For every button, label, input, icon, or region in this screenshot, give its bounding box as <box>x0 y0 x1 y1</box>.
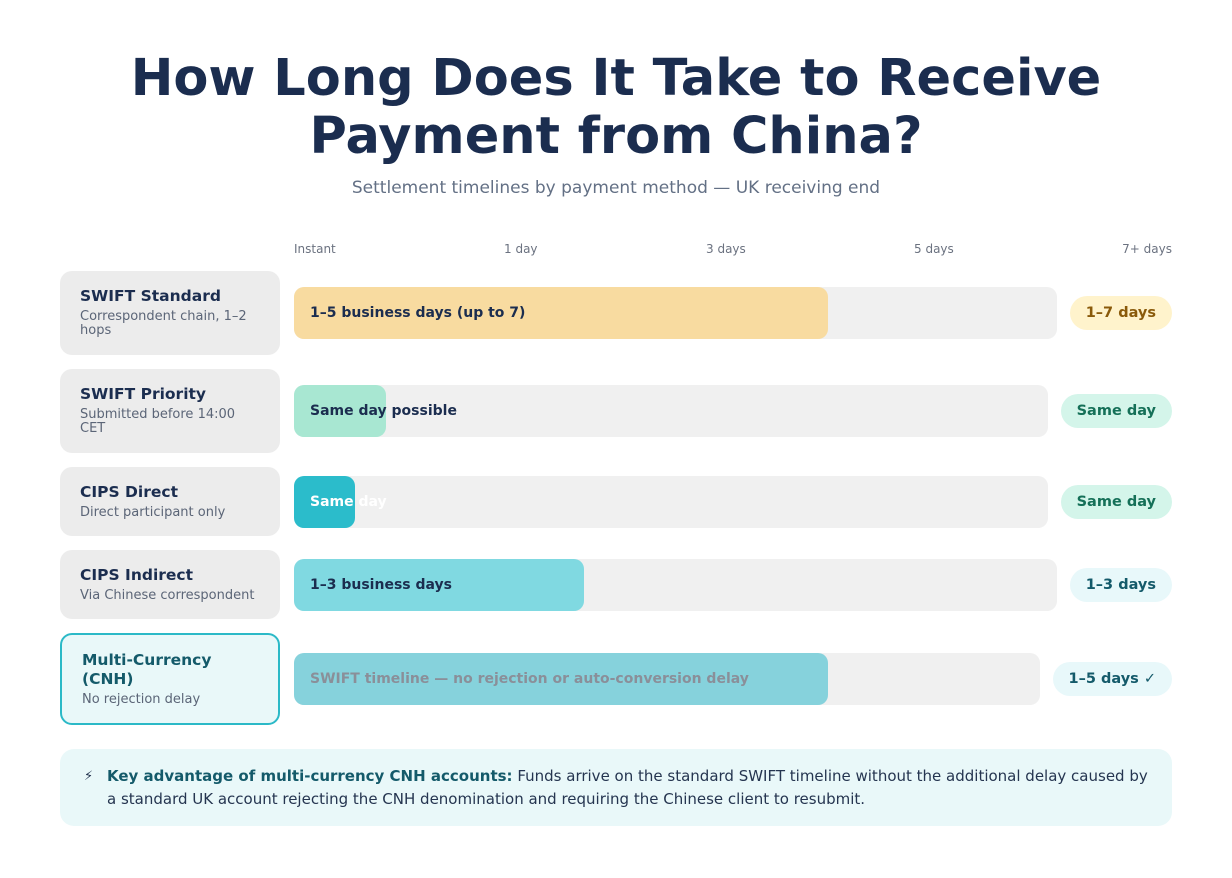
method-card: Multi-Currency (CNH) No rejection delay <box>60 633 280 725</box>
method-description: No rejection delay <box>82 692 201 707</box>
method-description: Correspondent chain, 1–2 hops <box>80 309 247 338</box>
bar-label: 1–5 business days (up to 7) <box>310 305 526 321</box>
x-tick-label: 1 day <box>504 242 538 256</box>
bar-label: Same day possible <box>310 403 457 419</box>
duration-badge: 1–7 days <box>1069 296 1172 330</box>
bar-track: 1–5 business days (up to 7) <box>294 287 1057 339</box>
bar-label: Same day <box>310 494 387 510</box>
chart-title: How Long Does It Take to Receive Payment… <box>130 49 1102 166</box>
duration-badge: Same day <box>1060 485 1172 519</box>
method-name: SWIFT Standard <box>80 287 221 305</box>
note-text: Key advantage of multi-currency CNH acco… <box>107 765 1148 811</box>
lightning-icon: ⚡ <box>84 769 94 784</box>
bar <box>294 653 828 705</box>
bar-label: SWIFT timeline — no rejection or auto-co… <box>310 671 749 687</box>
x-axis: Instant 1 day 3 days 5 days 7+ days <box>0 242 1232 258</box>
bar-label: 1–3 business days <box>310 577 452 593</box>
advantage-note: ⚡ Key advantage of multi-currency CNH ac… <box>60 749 1172 826</box>
bar-track: SWIFT timeline — no rejection or auto-co… <box>294 653 1040 705</box>
method-name: Multi-Currency (CNH) <box>82 651 212 688</box>
duration-badge: 1–3 days <box>1069 568 1172 602</box>
duration-badge: Same day <box>1060 394 1172 428</box>
method-description: Direct participant only <box>80 505 226 520</box>
method-card: CIPS Direct Direct participant only <box>60 467 280 536</box>
x-tick-label: 7+ days <box>1122 242 1172 256</box>
note-body: Funds arrive on the standard SWIFT timel… <box>107 767 1148 808</box>
method-name: SWIFT Priority <box>80 385 207 403</box>
bar-track: Same day <box>294 476 1048 528</box>
method-description: Via Chinese correspondent <box>80 588 255 603</box>
x-tick-label: 5 days <box>914 242 954 256</box>
bar-track: 1–3 business days <box>294 559 1057 611</box>
method-card: SWIFT Standard Correspondent chain, 1–2 h… <box>60 271 280 355</box>
bar <box>294 476 355 528</box>
method-description: Submitted before 14:00 CET <box>80 407 236 436</box>
bar-track: Same day possible <box>294 385 1048 437</box>
note-heading: Key advantage of multi-currency CNH acco… <box>107 767 513 785</box>
duration-badge: 1–5 days ✓ <box>1052 662 1172 696</box>
method-name: CIPS Indirect <box>80 566 194 584</box>
x-tick-label: 3 days <box>706 242 746 256</box>
method-card: SWIFT Priority Submitted before 14:00 CET <box>60 369 280 453</box>
chart-subtitle: Settlement timelines by payment method —… <box>351 178 881 198</box>
method-card: CIPS Indirect Via Chinese correspondent <box>60 550 280 619</box>
x-tick-label: Instant <box>294 242 336 256</box>
bar <box>294 559 584 611</box>
bar <box>294 385 386 437</box>
bar <box>294 287 828 339</box>
method-name: CIPS Direct <box>80 483 178 501</box>
